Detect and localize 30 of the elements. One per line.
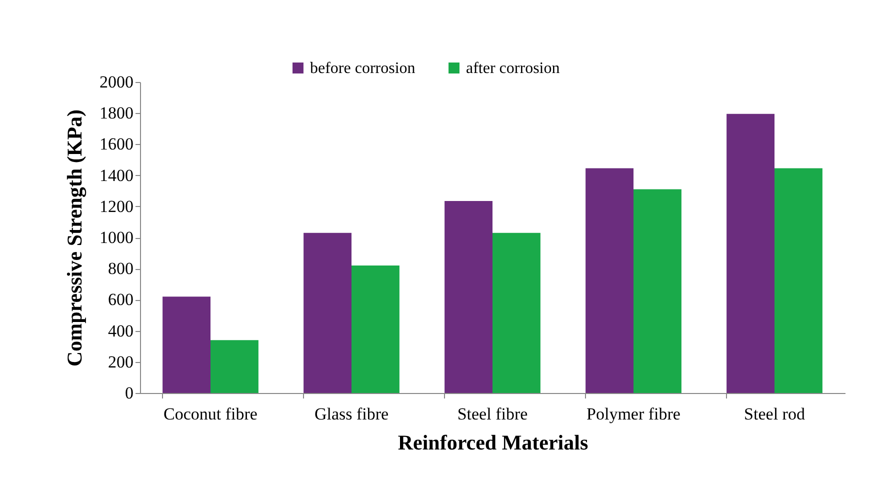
- x-tick-label: Steel rod: [744, 404, 806, 424]
- x-axis-title: Reinforced Materials: [398, 430, 588, 454]
- bar: [586, 168, 634, 393]
- bar: [492, 232, 540, 393]
- y-tick-label: 1800: [100, 104, 134, 123]
- y-tick-label: 1400: [100, 166, 134, 185]
- x-tick-label: Glass fibre: [314, 404, 389, 424]
- legend-label: after corrosion: [466, 60, 560, 77]
- y-tick-label: 1000: [100, 228, 134, 247]
- bar: [726, 114, 774, 393]
- x-tick-label: Coconut fibre: [164, 404, 258, 424]
- y-tick-label: 800: [108, 259, 134, 278]
- y-tick-label: 0: [125, 384, 134, 402]
- bar: [774, 168, 822, 393]
- y-tick-label: 2000: [100, 72, 134, 92]
- y-tick-label: 200: [108, 352, 134, 372]
- bar: [304, 232, 352, 393]
- x-tick-label: Steel fibre: [457, 404, 528, 424]
- bar: [634, 189, 682, 393]
- y-tick-label: 600: [108, 290, 134, 310]
- bar: [162, 296, 210, 393]
- bar: [352, 265, 400, 393]
- bar: [210, 340, 258, 393]
- y-tick-label: 1600: [100, 134, 134, 154]
- x-tick-label: Polymer fibre: [586, 404, 680, 424]
- y-axis-title: Compressive Strength (KPa): [62, 109, 86, 367]
- legend-label: before corrosion: [310, 60, 416, 77]
- bar: [444, 200, 492, 393]
- y-tick-label: 400: [108, 321, 134, 340]
- y-tick-label: 1200: [100, 196, 134, 216]
